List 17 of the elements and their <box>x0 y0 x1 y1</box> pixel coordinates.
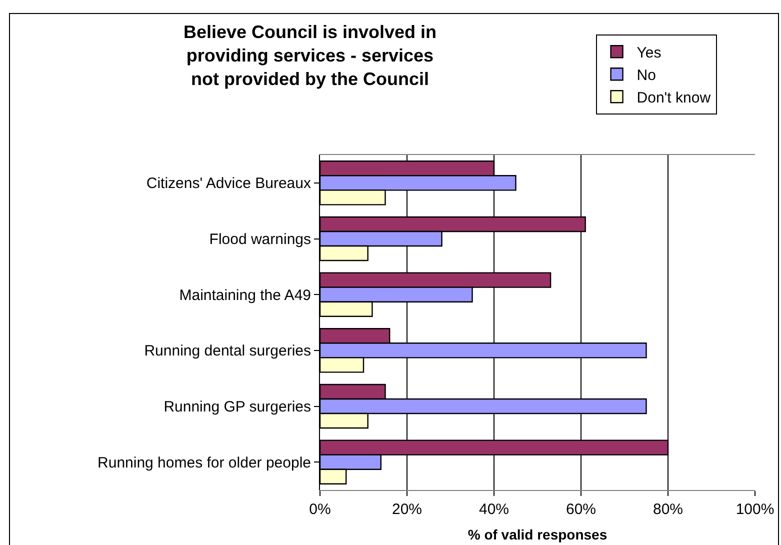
x-tick-label: 80% <box>652 501 684 518</box>
y-tick-label: Maintaining the A49 <box>179 286 311 304</box>
legend-label: Yes <box>636 44 662 62</box>
legend-label: No <box>636 67 656 84</box>
x-tick-label: 60% <box>566 501 596 518</box>
x-tick-label: 0% <box>309 501 331 518</box>
y-tick-label: Running GP surgeries <box>164 398 311 416</box>
y-tick-label: Running dental surgeries <box>144 342 311 360</box>
x-axis-title: % of valid responses <box>468 526 608 542</box>
x-tick-label: 40% <box>478 501 510 518</box>
y-tick-label: Running homes for older people <box>98 454 311 472</box>
y-tick-label: Flood warnings <box>209 231 311 248</box>
chart-title: Believe Council is involved in providing services - services not provided by the Council <box>183 22 437 89</box>
y-tick-label: Citizens' Advice Bureaux <box>146 175 312 192</box>
legend-label: Don't know <box>636 90 711 106</box>
x-tick-label: 100% <box>736 501 774 518</box>
x-tick-label: 20% <box>392 501 422 518</box>
